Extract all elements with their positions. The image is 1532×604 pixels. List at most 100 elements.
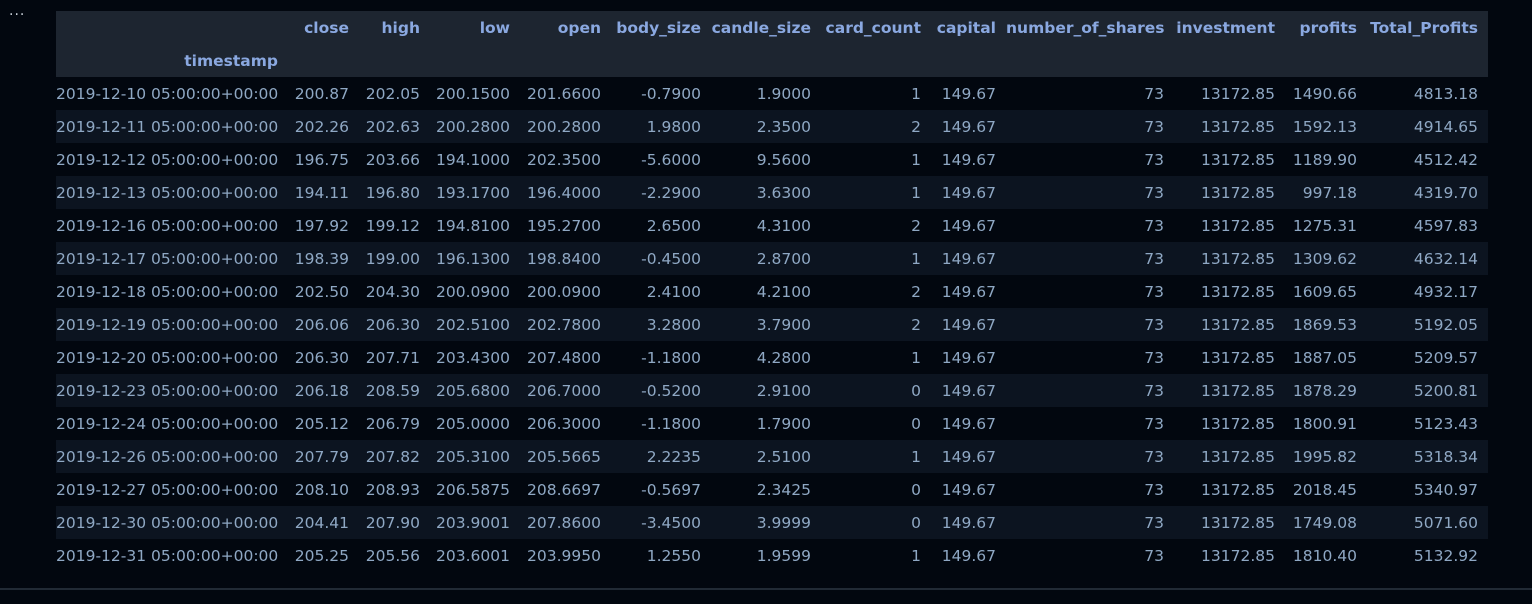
cell-options-menu-icon[interactable]: ··· xyxy=(9,7,26,23)
table-cell: 200.2800 xyxy=(520,110,611,143)
table-cell: 205.56 xyxy=(359,539,430,572)
table-cell: 207.82 xyxy=(359,440,430,473)
table-row: 2019-12-17 05:00:00+00:00 198.39 199.00 196… xyxy=(56,242,1488,275)
table-cell: 73 xyxy=(1006,407,1174,440)
table-cell: 3.2800 xyxy=(611,308,711,341)
table-cell: 73 xyxy=(1006,539,1174,572)
table-cell: 203.6001 xyxy=(430,539,520,572)
table-cell: -0.5697 xyxy=(611,473,711,506)
table-cell: 200.87 xyxy=(288,77,359,110)
table-cell: -2.2900 xyxy=(611,176,711,209)
row-index-cell: 2019-12-13 05:00:00+00:00 xyxy=(56,176,288,209)
table-cell: 205.12 xyxy=(288,407,359,440)
table-cell: 4.2100 xyxy=(711,275,821,308)
table-cell: 4.3100 xyxy=(711,209,821,242)
table-cell: 204.41 xyxy=(288,506,359,539)
table-cell: 4512.42 xyxy=(1367,143,1488,176)
table-cell: 149.67 xyxy=(931,473,1006,506)
table-cell: 2.6500 xyxy=(611,209,711,242)
table-cell: 1878.29 xyxy=(1285,374,1367,407)
column-header: close xyxy=(288,11,359,45)
table-cell: 4813.18 xyxy=(1367,77,1488,110)
table-cell: 0 xyxy=(821,407,931,440)
table-cell: 195.2700 xyxy=(520,209,611,242)
table-cell: 5123.43 xyxy=(1367,407,1488,440)
table-row: 2019-12-27 05:00:00+00:00 208.10 208.93 206… xyxy=(56,473,1488,506)
table-cell: 198.8400 xyxy=(520,242,611,275)
column-header: Total_Profits xyxy=(1367,11,1488,45)
table-cell: 208.6697 xyxy=(520,473,611,506)
table-cell: 197.92 xyxy=(288,209,359,242)
table-cell: 1.9000 xyxy=(711,77,821,110)
table-cell: 149.67 xyxy=(931,539,1006,572)
row-index-cell: 2019-12-20 05:00:00+00:00 xyxy=(56,341,288,374)
table-cell: 149.67 xyxy=(931,77,1006,110)
row-index-cell: 2019-12-16 05:00:00+00:00 xyxy=(56,209,288,242)
table-cell: 13172.85 xyxy=(1174,308,1285,341)
table-cell: 13172.85 xyxy=(1174,341,1285,374)
table-cell: 73 xyxy=(1006,374,1174,407)
table-cell: 1810.40 xyxy=(1285,539,1367,572)
table-cell: 198.39 xyxy=(288,242,359,275)
row-index-cell: 2019-12-17 05:00:00+00:00 xyxy=(56,242,288,275)
table-cell: 202.63 xyxy=(359,110,430,143)
table-cell: 73 xyxy=(1006,242,1174,275)
table-cell: 206.5875 xyxy=(430,473,520,506)
table-cell: -1.1800 xyxy=(611,341,711,374)
table-cell: 149.67 xyxy=(931,110,1006,143)
row-index-cell: 2019-12-26 05:00:00+00:00 xyxy=(56,440,288,473)
table-cell: 208.10 xyxy=(288,473,359,506)
table-cell: 207.79 xyxy=(288,440,359,473)
row-index-cell: 2019-12-24 05:00:00+00:00 xyxy=(56,407,288,440)
table-cell: 207.8600 xyxy=(520,506,611,539)
column-header: card_count xyxy=(821,11,931,45)
column-header: investment xyxy=(1174,11,1285,45)
table-cell: 202.7800 xyxy=(520,308,611,341)
table-cell: 13172.85 xyxy=(1174,110,1285,143)
table-cell: 202.3500 xyxy=(520,143,611,176)
table-cell: 73 xyxy=(1006,440,1174,473)
table-cell: 149.67 xyxy=(931,440,1006,473)
table-cell: 206.18 xyxy=(288,374,359,407)
cell-bottom-divider xyxy=(0,588,1532,590)
table-cell: 206.30 xyxy=(359,308,430,341)
table-cell: 203.66 xyxy=(359,143,430,176)
table-cell: 205.5665 xyxy=(520,440,611,473)
table-cell: 73 xyxy=(1006,77,1174,110)
column-header: body_size xyxy=(611,11,711,45)
table-cell: 1 xyxy=(821,242,931,275)
table-cell: 13172.85 xyxy=(1174,275,1285,308)
table-cell: 13172.85 xyxy=(1174,506,1285,539)
table-cell: 1.7900 xyxy=(711,407,821,440)
table-cell: 149.67 xyxy=(931,374,1006,407)
table-cell: 73 xyxy=(1006,341,1174,374)
row-index-cell: 2019-12-30 05:00:00+00:00 xyxy=(56,506,288,539)
table-cell: 5209.57 xyxy=(1367,341,1488,374)
table-cell: -0.4500 xyxy=(611,242,711,275)
index-name: timestamp xyxy=(56,45,288,77)
table-cell: 1.9800 xyxy=(611,110,711,143)
table-cell: 2.3425 xyxy=(711,473,821,506)
table-cell: 196.75 xyxy=(288,143,359,176)
table-cell: 3.7900 xyxy=(711,308,821,341)
table-cell: 13172.85 xyxy=(1174,539,1285,572)
table-cell: 2.8700 xyxy=(711,242,821,275)
table-cell: 4914.65 xyxy=(1367,110,1488,143)
table-cell: 1 xyxy=(821,77,931,110)
table-cell: 5200.81 xyxy=(1367,374,1488,407)
column-header-row: close high low open body_size candle_siz… xyxy=(56,11,1488,45)
table-cell: 73 xyxy=(1006,176,1174,209)
table-cell: 3.6300 xyxy=(711,176,821,209)
row-index-cell: 2019-12-23 05:00:00+00:00 xyxy=(56,374,288,407)
table-cell: 5071.60 xyxy=(1367,506,1488,539)
table-cell: 149.67 xyxy=(931,209,1006,242)
column-header: candle_size xyxy=(711,11,821,45)
table-cell: 13172.85 xyxy=(1174,407,1285,440)
table-cell: 73 xyxy=(1006,506,1174,539)
table-row: 2019-12-30 05:00:00+00:00 204.41 207.90 203… xyxy=(56,506,1488,539)
table-cell: 1869.53 xyxy=(1285,308,1367,341)
table-cell: 149.67 xyxy=(931,308,1006,341)
table-cell: 203.9950 xyxy=(520,539,611,572)
table-cell: 205.6800 xyxy=(430,374,520,407)
table-cell: 1 xyxy=(821,539,931,572)
